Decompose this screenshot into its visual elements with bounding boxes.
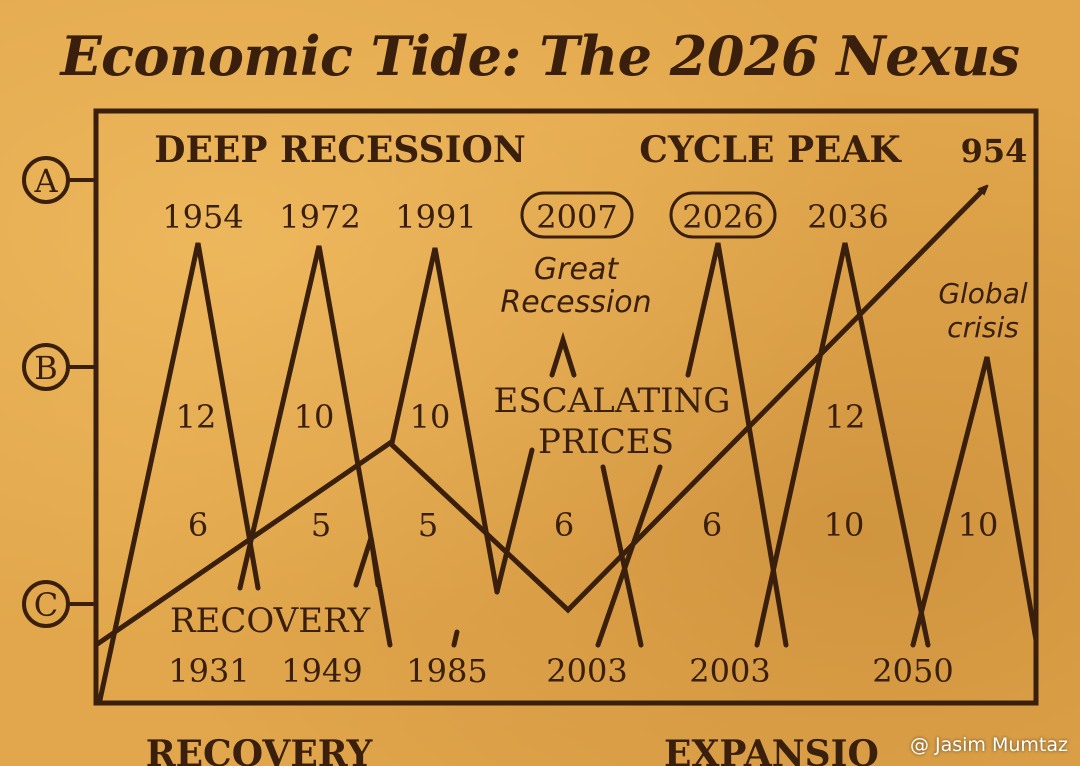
cycle-peak-1972	[237, 245, 393, 648]
row-marker-c-label: C	[34, 586, 58, 624]
interval-lower-3: 5	[418, 506, 438, 544]
interval-upper-1: 12	[176, 398, 217, 436]
bottom-year-2003b: 2003	[689, 652, 770, 690]
row-marker-a: A	[22, 156, 96, 204]
heading-deep-recession: DEEP RECESSION	[154, 129, 525, 171]
interval-lower-6: 10	[824, 506, 865, 544]
top-year-2007: 2007	[536, 198, 617, 236]
escalating-prices-line1: ESCALATING	[494, 381, 731, 421]
cycle-peak-1991	[389, 247, 500, 595]
great-recession-line2: Recession	[500, 285, 651, 320]
bottom-year-2003a: 2003	[546, 652, 627, 690]
caret-great-recession	[549, 331, 577, 378]
cycle-segment-2003c	[595, 464, 663, 648]
page-title: Economic Tide: The 2026 Nexus	[60, 24, 1020, 88]
bottom-label-expansion: EXPANSIO	[664, 733, 879, 766]
bottom-label-recovery: RECOVERY	[146, 733, 374, 766]
top-year-2026: 2026	[682, 198, 763, 236]
top-year-1991: 1991	[395, 198, 476, 236]
interval-lower-2: 5	[311, 506, 331, 544]
cycle-segment-2003a	[494, 447, 535, 595]
global-crisis-line1: Global	[938, 277, 1028, 310]
interval-upper-2: 10	[294, 398, 335, 436]
interval-upper-3: 10	[410, 398, 451, 436]
cycle-peak-global-crisis	[910, 356, 1039, 648]
row-marker-a-label: A	[33, 162, 58, 200]
tick-1985	[451, 629, 460, 648]
great-recession-line1: Great	[534, 252, 619, 287]
highlight-2026	[669, 191, 777, 239]
cycle-peak-2036	[754, 242, 931, 648]
bottom-year-2050: 2050	[872, 652, 953, 690]
top-year-2036: 2036	[807, 198, 888, 236]
heading-cycle-peak: CYCLE PEAK	[639, 129, 902, 171]
row-marker-b-label: B	[34, 349, 58, 387]
row-marker-b: B	[22, 343, 96, 391]
interval-lower-1: 6	[188, 506, 208, 544]
bottom-year-1949: 1949	[281, 652, 362, 690]
mini-peak-recovery	[353, 537, 381, 588]
diagram-frame	[93, 108, 1039, 706]
global-crisis-line2: crisis	[947, 311, 1019, 344]
escalating-prices-line2: PRICES	[538, 422, 674, 462]
interval-upper-4: 12	[825, 398, 866, 436]
watermark: @ Jasim Mumtaz	[909, 734, 1068, 756]
interval-lower-7: 10	[958, 506, 999, 544]
cycle-lines	[97, 242, 1039, 703]
trend-line-arrow	[94, 188, 985, 648]
bottom-year-1985: 1985	[406, 652, 487, 690]
cycle-peak-2026	[685, 242, 789, 648]
top-year-1954: 1954	[162, 198, 243, 236]
top-year-1972: 1972	[279, 198, 360, 236]
bottom-year-1931: 1931	[168, 652, 249, 690]
interval-lower-4: 6	[554, 506, 574, 544]
heading-recovery-inner: RECOVERY	[170, 601, 371, 641]
row-marker-c: C	[22, 580, 96, 628]
highlight-2007	[520, 191, 634, 239]
cycle-peak-1954	[97, 242, 261, 703]
top-right-value: 954	[961, 132, 1028, 170]
interval-lower-5: 6	[702, 506, 722, 544]
